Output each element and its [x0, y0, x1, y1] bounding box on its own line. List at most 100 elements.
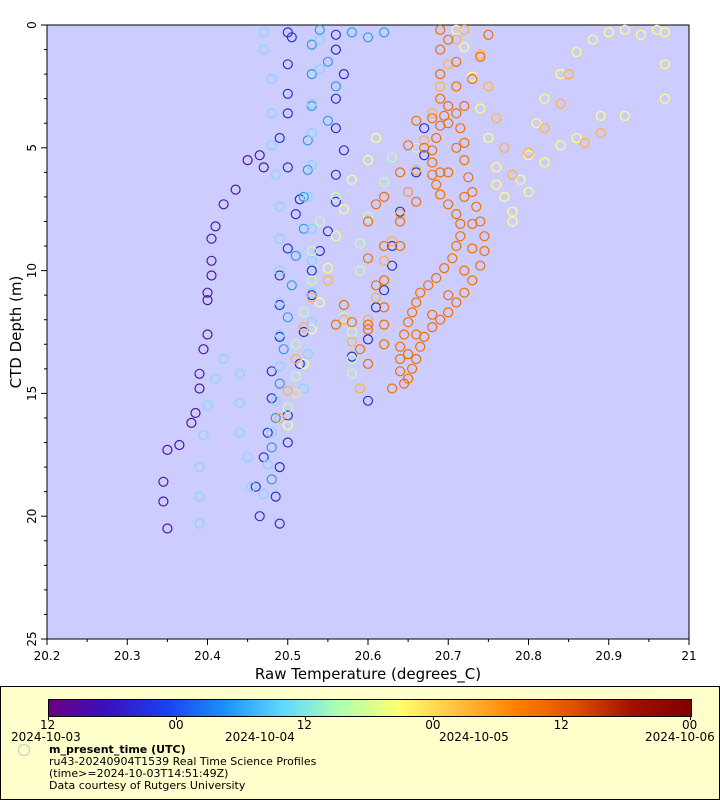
data-point — [338, 299, 349, 311]
colorbar-tick-label: 00 — [425, 718, 441, 732]
data-point — [274, 265, 285, 276]
data-point — [362, 324, 374, 335]
data-point — [379, 285, 390, 296]
colorbar — [48, 699, 692, 717]
data-point — [459, 24, 470, 35]
data-point — [379, 275, 390, 286]
data-point — [459, 100, 470, 112]
data-point — [379, 302, 390, 313]
data-point — [282, 108, 293, 119]
data-point — [571, 132, 582, 144]
data-point — [443, 167, 454, 178]
data-point — [459, 287, 470, 298]
data-point — [491, 162, 502, 173]
legend-variable: m_present_time (UTC) — [49, 743, 186, 756]
data-point — [274, 299, 285, 311]
data-point — [362, 155, 374, 166]
data-point — [290, 209, 301, 220]
y-tick-label: 5 — [25, 144, 39, 152]
data-point — [635, 29, 647, 40]
data-point — [407, 363, 418, 374]
data-point — [571, 46, 582, 58]
data-point — [282, 59, 293, 70]
data-point — [346, 27, 357, 38]
data-point — [455, 231, 466, 242]
data-point — [230, 184, 241, 195]
data-point — [274, 233, 285, 244]
data-point — [451, 24, 462, 35]
legend-dataset: ru43-20240904T1539 Real Time Science Pro… — [49, 755, 317, 768]
data-point — [270, 169, 281, 180]
data-point — [471, 201, 482, 212]
data-point — [387, 383, 398, 394]
data-point — [463, 172, 474, 183]
data-point — [282, 312, 293, 323]
data-point — [202, 329, 213, 340]
data-point — [322, 115, 333, 126]
data-point — [298, 358, 309, 369]
data-point — [362, 211, 374, 222]
colorbar-tick-mark — [690, 716, 691, 720]
colorbar-tick-label: 00 — [682, 718, 698, 732]
y-axis-title: CTD Depth (m) — [7, 276, 25, 389]
data-point — [270, 491, 281, 502]
axes: 20.2 20.3 20.4 20.5 20.6 20.7 20.8 20.9 21 0 5 10 15… — [25, 21, 697, 663]
data-point — [210, 221, 221, 232]
data-point — [198, 430, 209, 441]
data-point — [419, 142, 430, 153]
data-point — [338, 145, 349, 156]
data-point — [286, 280, 297, 291]
data-point — [266, 474, 277, 485]
scatter-points — [158, 24, 671, 534]
data-point — [218, 353, 229, 365]
colorbar-date-label: 2024-10-03 — [11, 730, 81, 744]
y-tick-label: 10 — [25, 263, 39, 278]
data-point — [411, 164, 422, 175]
data-point — [330, 123, 341, 134]
data-point — [282, 88, 293, 99]
data-point — [619, 110, 630, 122]
data-point — [467, 243, 478, 254]
data-point — [330, 319, 341, 330]
data-point — [298, 191, 309, 202]
data-point — [431, 179, 442, 190]
data-point — [282, 437, 293, 448]
data-point — [306, 39, 317, 50]
data-point — [539, 157, 550, 168]
data-point — [587, 34, 598, 45]
data-point — [523, 147, 534, 158]
data-point — [290, 339, 301, 350]
data-point — [242, 155, 253, 166]
colorbar-tick-label: 12 — [296, 718, 313, 732]
data-point — [330, 44, 341, 55]
data-point — [451, 240, 462, 252]
legend-panel: 12 00 12 00 12 00 2024-10-03 2024-10-04 2024-10… — [0, 686, 720, 800]
data-point — [306, 98, 317, 109]
data-point — [411, 297, 422, 308]
data-point — [346, 317, 357, 328]
data-point — [435, 189, 446, 200]
data-point — [431, 132, 442, 144]
data-point — [563, 68, 574, 80]
data-point — [202, 295, 213, 306]
data-point — [370, 132, 382, 144]
data-point — [443, 290, 454, 301]
data-point — [403, 349, 414, 360]
data-point — [491, 179, 502, 190]
data-point — [158, 496, 169, 507]
data-point — [499, 142, 510, 153]
data-point — [282, 403, 293, 414]
data-point — [443, 199, 454, 210]
data-point — [423, 280, 434, 291]
data-point — [459, 137, 470, 148]
data-point — [262, 427, 273, 438]
data-point — [467, 71, 478, 82]
data-point — [435, 314, 446, 325]
data-point — [443, 34, 454, 45]
data-point — [322, 263, 333, 274]
data-point — [362, 253, 374, 264]
data-point — [254, 511, 265, 522]
data-point — [194, 491, 205, 502]
data-point — [395, 167, 406, 178]
colorbar-tick-mark — [433, 716, 435, 720]
